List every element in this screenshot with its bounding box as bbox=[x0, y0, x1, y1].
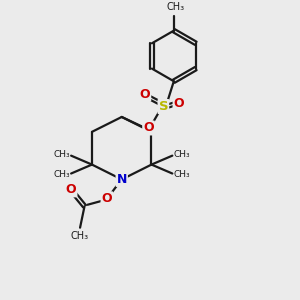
Text: CH₃: CH₃ bbox=[174, 150, 190, 159]
Text: O: O bbox=[143, 122, 154, 134]
Text: CH₃: CH₃ bbox=[166, 2, 184, 12]
Text: O: O bbox=[140, 88, 150, 100]
Text: O: O bbox=[174, 97, 184, 110]
Text: O: O bbox=[66, 183, 76, 196]
Text: CH₃: CH₃ bbox=[53, 170, 70, 179]
Text: CH₃: CH₃ bbox=[71, 231, 89, 241]
Text: O: O bbox=[101, 192, 112, 205]
Text: CH₃: CH₃ bbox=[53, 150, 70, 159]
Text: S: S bbox=[159, 100, 168, 113]
Text: N: N bbox=[116, 173, 127, 186]
Text: CH₃: CH₃ bbox=[174, 170, 190, 179]
